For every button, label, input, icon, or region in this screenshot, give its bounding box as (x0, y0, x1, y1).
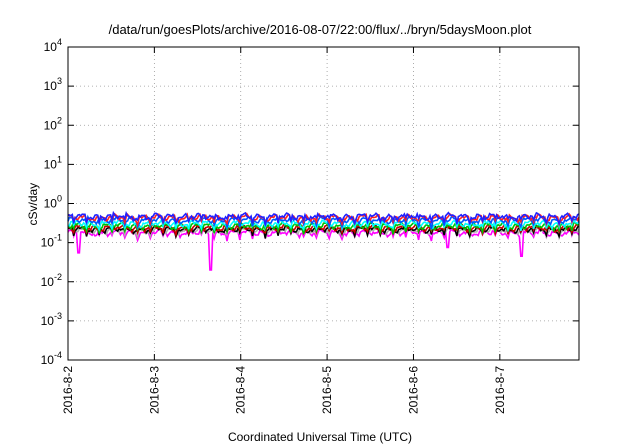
x-tick-label: 2016-8-3 (147, 366, 161, 414)
y-tick-label: 10-3 (41, 311, 62, 328)
y-tick-label: 104 (44, 37, 62, 54)
grid-layer (68, 47, 579, 360)
x-tick-label: 2016-8-2 (61, 366, 75, 414)
series-line-6 (67, 217, 580, 233)
series-line-1 (67, 226, 580, 271)
y-tick-label: 101 (44, 154, 62, 171)
series-layer (67, 210, 580, 271)
tick-layer (67, 46, 579, 361)
y-tick-label: 103 (44, 76, 62, 93)
x-tick-labels: 2016-8-2 2016-8-3 2016-8-4 2016-8-5 2016-8-6… (61, 366, 507, 414)
y-tick-labels: 10-4 10-3 10-2 10-1 100 101 102 103 104 (41, 37, 62, 367)
series-line-7 (67, 214, 580, 231)
x-tick-label: 2016-8-6 (406, 366, 420, 414)
y-tick-label: 100 (44, 194, 62, 211)
y-axis-label: cSv/day (26, 182, 40, 226)
x-tick-label: 2016-8-4 (234, 366, 248, 414)
y-tick-label: 10-4 (41, 350, 62, 367)
x-tick-label: 2016-8-7 (493, 366, 507, 414)
y-tick-label: 10-2 (41, 272, 62, 289)
y-tick-label: 102 (44, 115, 62, 132)
x-tick-label: 2016-8-5 (320, 366, 334, 414)
y-tick-label: 10-1 (41, 233, 62, 250)
chart-title: /data/run/goesPlots/archive/2016-08-07/2… (108, 22, 532, 37)
series-line-9 (67, 210, 580, 227)
x-axis-label: Coordinated Universal Time (UTC) (227, 430, 413, 444)
